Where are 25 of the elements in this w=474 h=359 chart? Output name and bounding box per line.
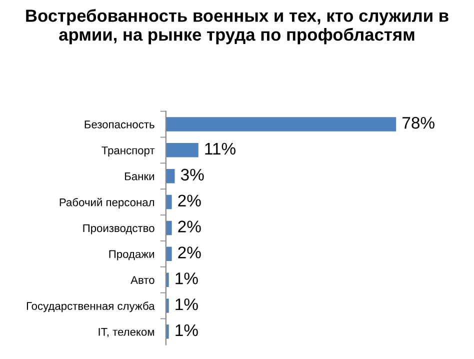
- data-label: 1%: [176, 272, 198, 284]
- data-label: 11%: [205, 142, 236, 155]
- data-label: 1%: [176, 324, 198, 336]
- bar: [166, 117, 396, 132]
- data-label: 3%: [180, 168, 204, 181]
- y-tick-label: Безопасность: [84, 120, 154, 128]
- y-tick-label: Продажи: [109, 250, 154, 260]
- data-label: 78%: [402, 116, 434, 129]
- y-tick-label: Государственная служба: [26, 302, 155, 312]
- bar: [166, 220, 172, 236]
- y-tick-label: Транспорт: [102, 146, 155, 157]
- y-tick-label: Авто: [130, 276, 154, 284]
- bar: [166, 168, 175, 184]
- chart-title: Востребованность военных и тех, кто служили в армии, на рынке труда по профобластям: [26, 8, 448, 44]
- data-label: 2%: [178, 246, 201, 258]
- data-label: 1%: [176, 298, 198, 310]
- bar: [166, 143, 198, 158]
- y-tick-label: Производство: [83, 224, 154, 234]
- y-tick-label: Банки: [125, 172, 154, 180]
- data-label: 2%: [178, 220, 201, 232]
- y-tick-label: Рабочий персонал: [60, 198, 154, 208]
- bar: [166, 194, 172, 210]
- bar: [166, 246, 172, 262]
- data-label: 2%: [178, 194, 201, 206]
- y-tick-label: IT, телеком: [98, 328, 154, 338]
